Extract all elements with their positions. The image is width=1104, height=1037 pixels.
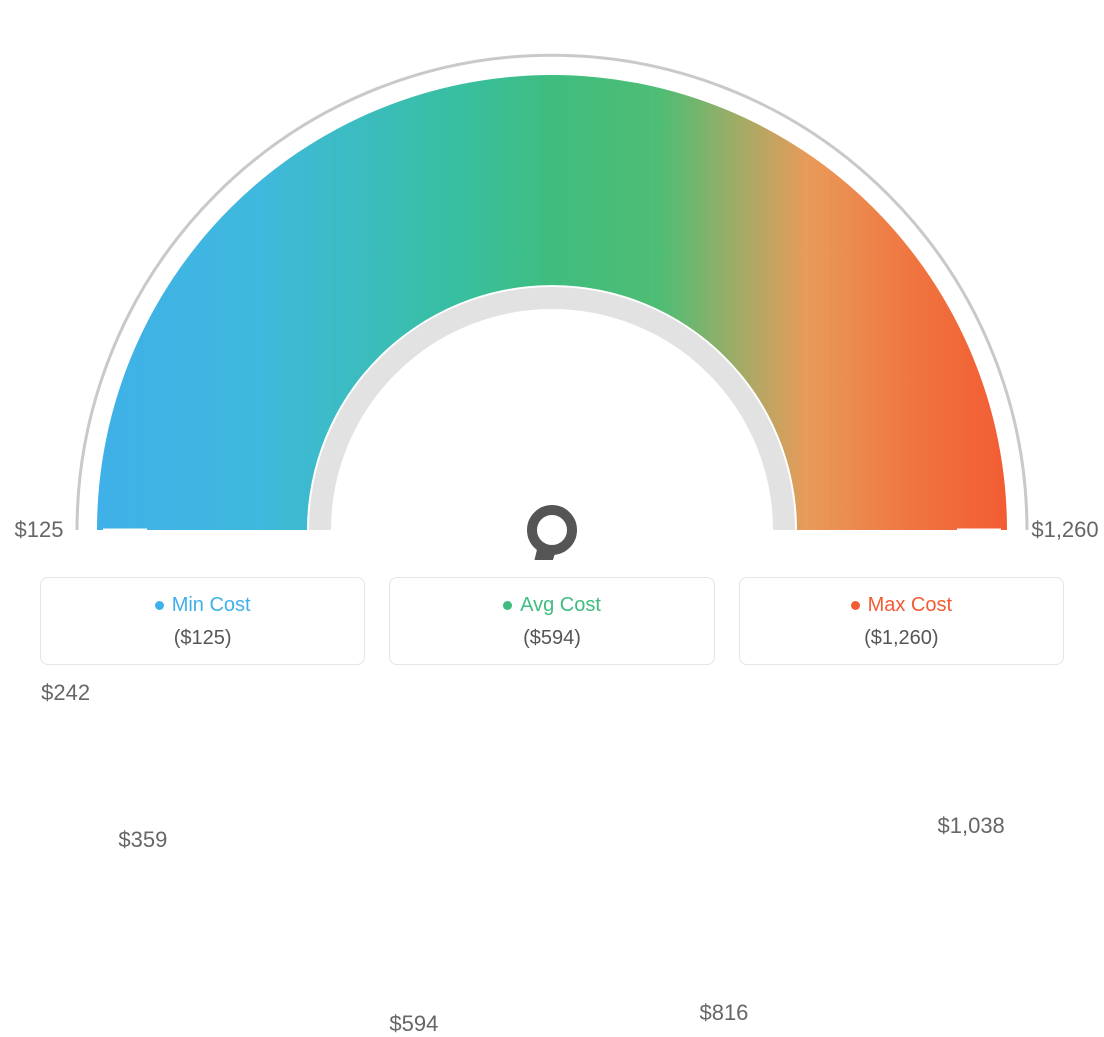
- legend-text-avg: Avg Cost: [520, 594, 601, 617]
- legend-value-min: ($125): [51, 627, 354, 650]
- legend-label-max: Max Cost: [851, 594, 952, 617]
- scale-label: $125: [15, 517, 64, 543]
- cost-gauge-widget: $125$242$359$594$816$1,038$1,260 Min Cos…: [0, 0, 1104, 690]
- legend-text-min: Min Cost: [172, 594, 251, 617]
- scale-label: $1,260: [1031, 517, 1098, 543]
- legend-row: Min Cost ($125) Avg Cost ($594) Max Cost…: [40, 577, 1064, 665]
- gauge-area: $125$242$359$594$816$1,038$1,260: [0, 0, 1104, 560]
- legend-value-avg: ($594): [400, 627, 703, 650]
- legend-label-min: Min Cost: [155, 594, 251, 617]
- gauge-svg: [0, 0, 1104, 560]
- scale-label: $594: [389, 1011, 438, 1037]
- scale-label: $1,038: [938, 813, 1005, 839]
- legend-value-max: ($1,260): [750, 627, 1053, 650]
- legend-card-min: Min Cost ($125): [40, 577, 365, 665]
- scale-label: $359: [118, 827, 167, 853]
- scale-label: $816: [699, 1000, 748, 1026]
- legend-dot-min: [155, 601, 164, 610]
- legend-text-max: Max Cost: [868, 594, 952, 617]
- legend-label-avg: Avg Cost: [503, 594, 601, 617]
- legend-card-max: Max Cost ($1,260): [739, 577, 1064, 665]
- scale-label: $242: [41, 680, 90, 706]
- legend-dot-max: [851, 601, 860, 610]
- legend-card-avg: Avg Cost ($594): [389, 577, 714, 665]
- legend-dot-avg: [503, 601, 512, 610]
